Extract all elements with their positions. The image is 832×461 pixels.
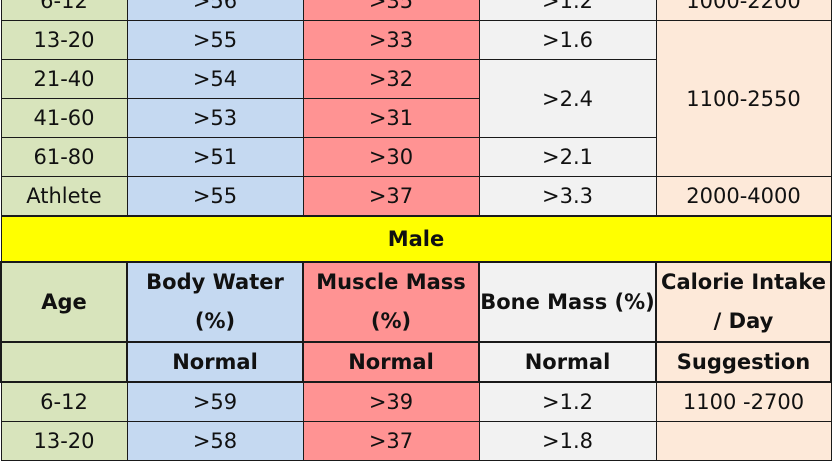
bone-mass-cell: >1.2: [478, 381, 657, 422]
muscle-mass-cell: >32: [302, 59, 480, 99]
bone-mass-cell: >1.2: [478, 0, 657, 21]
subheader-body-water: Normal: [126, 341, 304, 383]
body-water-cell: >55: [126, 176, 304, 217]
body-water-cell: >54: [126, 59, 304, 99]
body-water-cell: >51: [126, 137, 304, 177]
bone-mass-cell: >1.8: [478, 421, 657, 461]
calorie-cell: 2000-4000: [655, 176, 832, 217]
body-water-cell: >58: [126, 421, 304, 461]
age-cell: 41-60: [0, 98, 128, 138]
muscle-mass-cell: >37: [302, 421, 480, 461]
table-row: 6-12 >56 >35 >1.2 1000-2200: [0, 0, 832, 21]
table-row: 61-80 >51 >30 >2.1: [0, 137, 831, 177]
muscle-mass-cell: >33: [302, 20, 480, 60]
subheader-age: [0, 341, 128, 383]
bone-mass-cell: >1.6: [478, 20, 657, 60]
table-row: 13-20 >58 >37 >1.8: [0, 421, 832, 461]
bone-mass-cell: >2.1: [478, 137, 657, 177]
header-row: Age Body Water (%) Muscle Mass (%) Bone …: [0, 261, 832, 343]
age-cell: 13-20: [0, 20, 128, 60]
muscle-mass-cell: >37: [302, 176, 480, 217]
age-cell: 21-40: [0, 59, 128, 99]
age-cell: 6-12: [0, 0, 128, 21]
muscle-mass-cell: >31: [302, 98, 480, 138]
header-bone-mass: Bone Mass (%): [478, 261, 657, 343]
table-row: 13-20 >55 >33 >1.6 1100-2550: [0, 20, 832, 177]
bone-mass-cell: >3.3: [478, 176, 657, 217]
body-water-cell: >53: [126, 98, 304, 138]
subheader-row: Normal Normal Normal Suggestion: [0, 341, 832, 383]
age-cell: 13-20: [0, 421, 128, 461]
header-muscle-mass: Muscle Mass (%): [302, 261, 480, 343]
calorie-cell: 1100-2550: [655, 20, 832, 177]
table-row: 6-12 >59 >39 >1.2 1100 -2700: [0, 381, 832, 422]
section-band-male: Male: [0, 215, 832, 263]
age-cell: 61-80: [0, 137, 128, 177]
header-calorie: Calorie Intake / Day: [655, 261, 832, 343]
subheader-muscle-mass: Normal: [302, 341, 480, 383]
subheader-calorie: Suggestion: [655, 341, 832, 383]
table-row: 21-40 >54 >32 >2.4: [0, 59, 831, 138]
bone-mass-cell: >2.4: [478, 59, 657, 138]
header-body-water: Body Water (%): [126, 261, 304, 343]
muscle-mass-cell: >35: [302, 0, 480, 21]
body-water-cell: >55: [126, 20, 304, 60]
muscle-mass-cell: >30: [302, 137, 480, 177]
age-cell: Athlete: [0, 176, 128, 217]
calorie-cell: 1000-2200: [655, 0, 832, 21]
body-water-cell: >56: [126, 0, 304, 21]
muscle-mass-cell: >39: [302, 381, 480, 422]
header-age: Age: [0, 261, 128, 343]
calorie-cell: 1100 -2700: [655, 381, 832, 422]
subheader-bone-mass: Normal: [478, 341, 657, 383]
section-title: Male: [0, 215, 832, 263]
table-row: 41-60 >53 >31: [0, 98, 831, 138]
age-cell: 6-12: [0, 381, 128, 422]
body-water-cell: >59: [126, 381, 304, 422]
calorie-cell: [655, 421, 832, 461]
table-row: Athlete >55 >37 >3.3 2000-4000: [0, 176, 832, 217]
